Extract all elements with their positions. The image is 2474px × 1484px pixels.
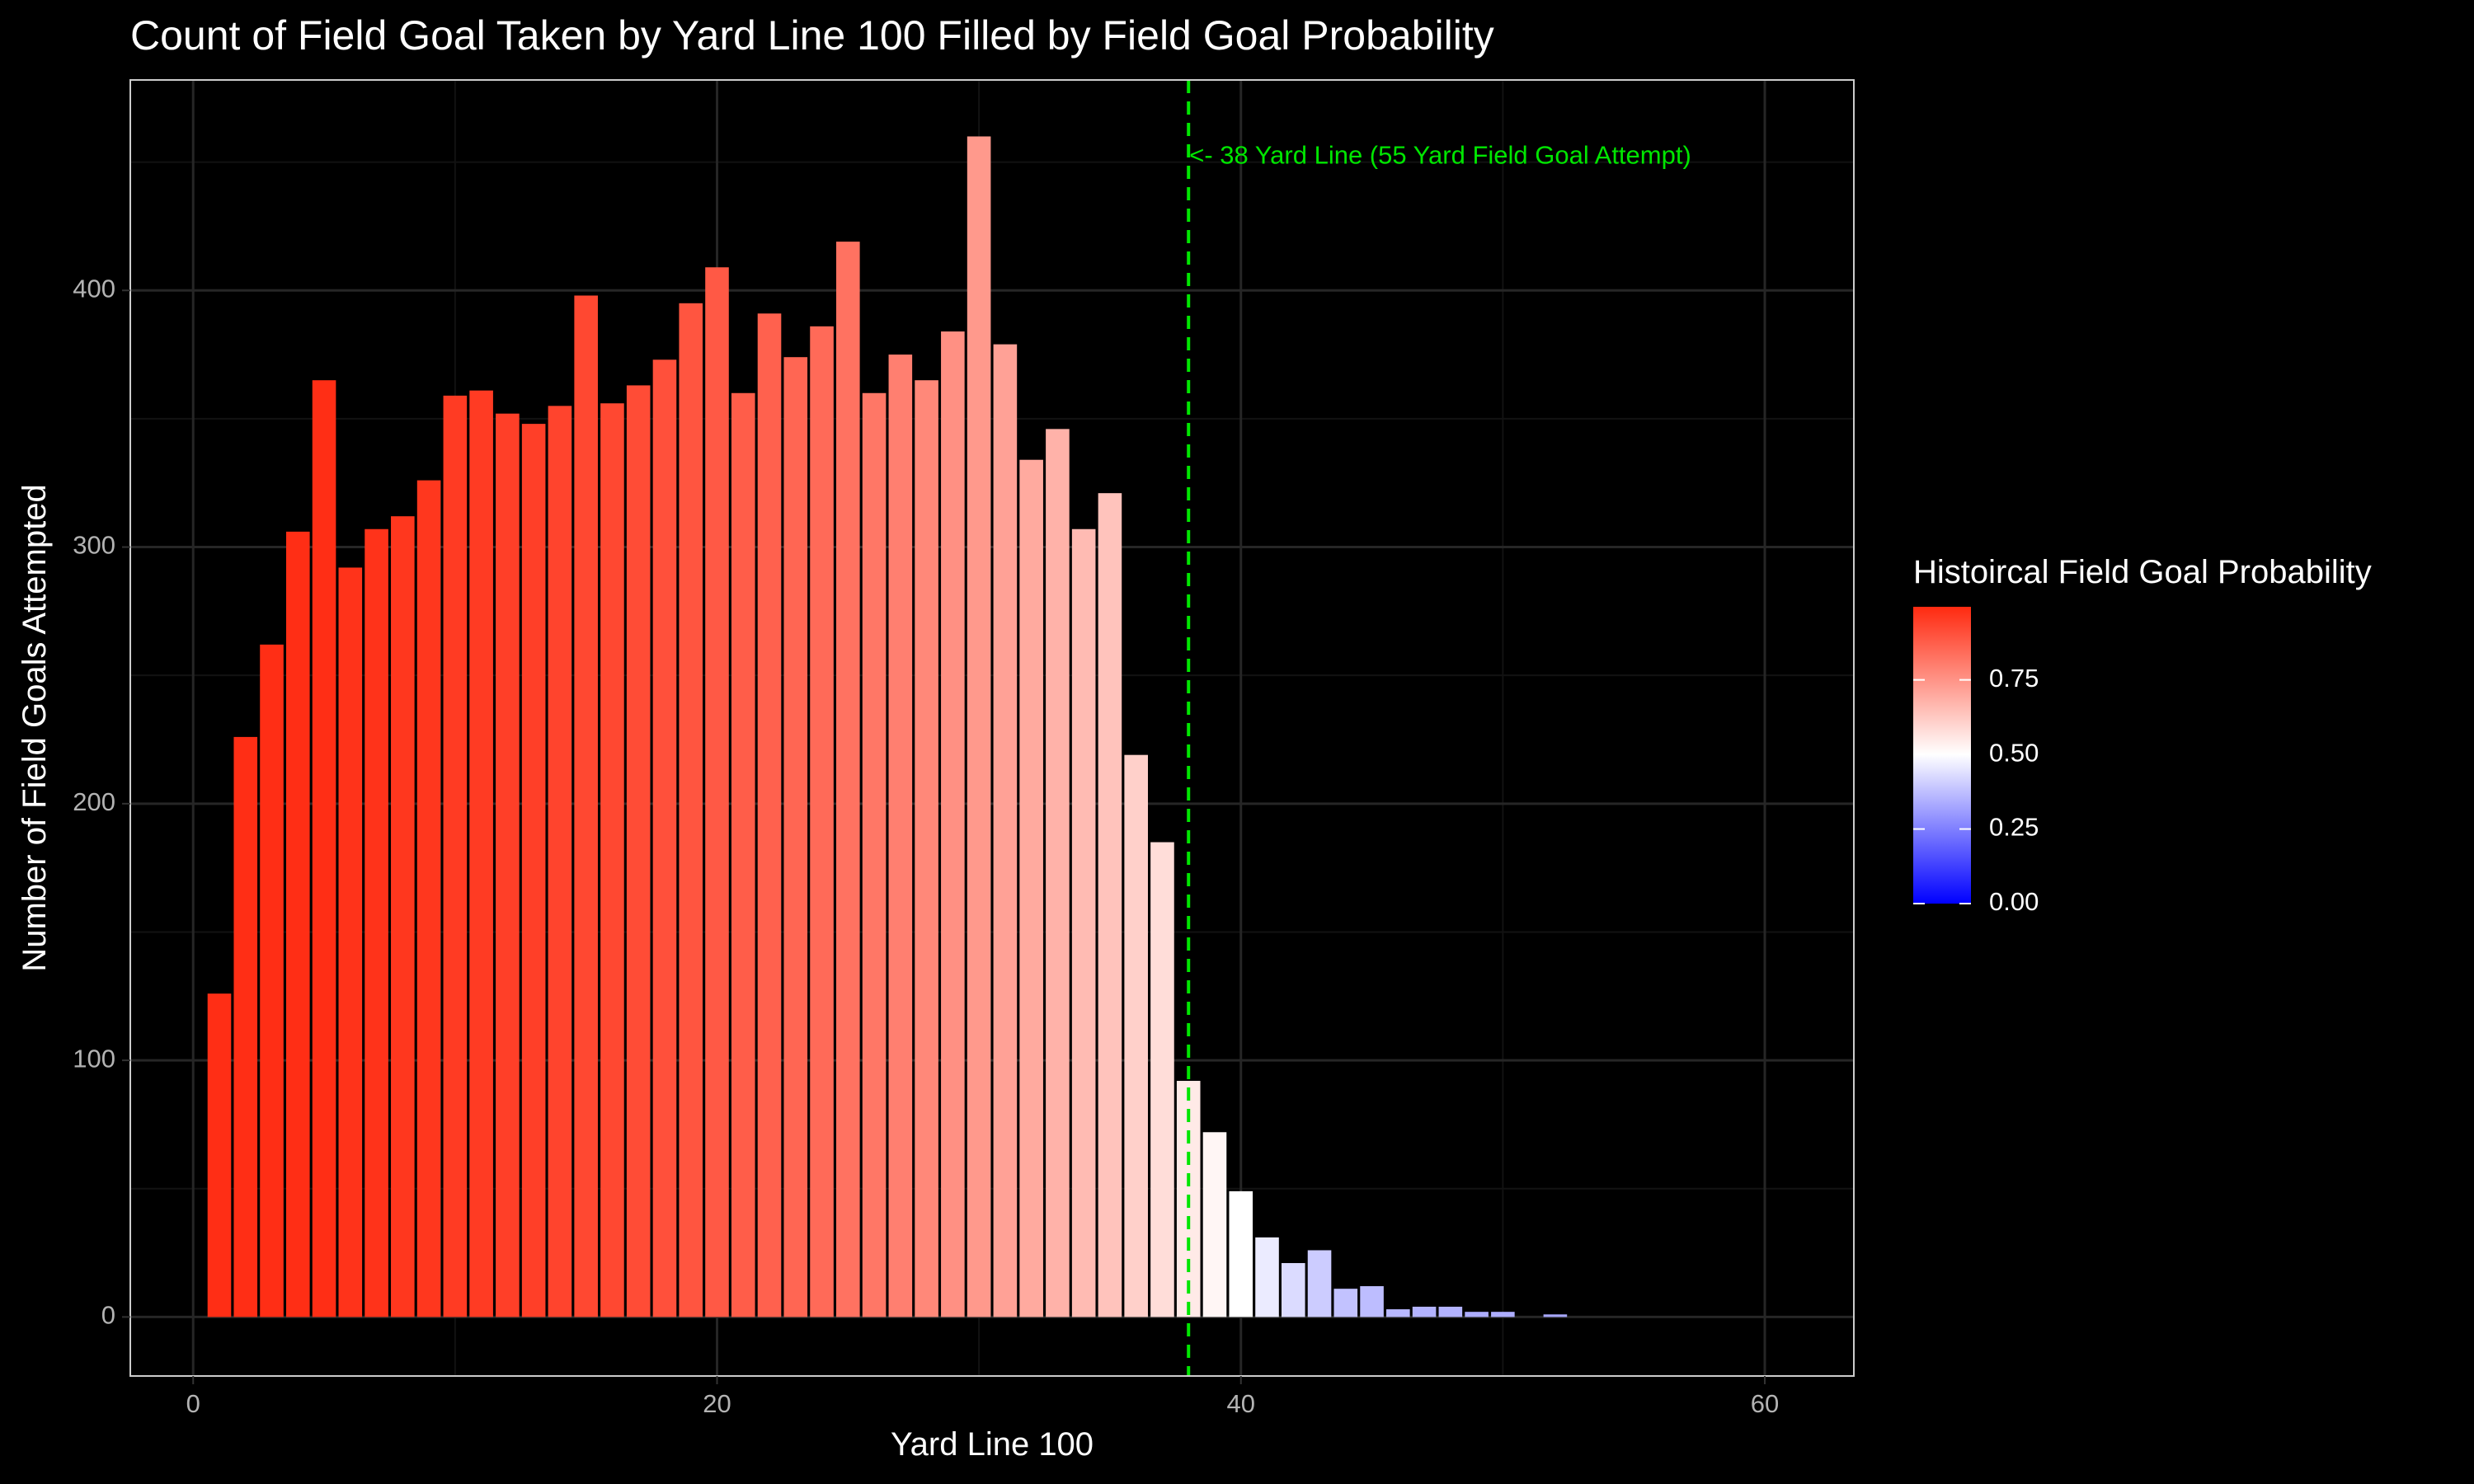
x-tick-label: 0 (186, 1389, 200, 1418)
bar-yard-50 (1491, 1312, 1515, 1317)
bar-yard-7 (365, 528, 388, 1317)
bar-yard-27 (888, 355, 913, 1317)
bar-yard-22 (757, 313, 782, 1317)
legend-tick-label: 0.25 (1989, 813, 2039, 842)
bar-yard-43 (1307, 1250, 1332, 1317)
bar-yard-15 (574, 295, 598, 1317)
bar-yard-41 (1255, 1237, 1279, 1317)
bar-yard-36 (1124, 754, 1148, 1317)
bar-yard-26 (862, 392, 887, 1317)
bar-yard-46 (1386, 1309, 1410, 1317)
bar-yard-13 (521, 424, 546, 1317)
bar-yard-20 (705, 267, 729, 1317)
x-tick-label: 40 (1227, 1389, 1255, 1418)
bar-yard-37 (1150, 842, 1174, 1317)
legend-tick-label: 0.50 (1989, 738, 2039, 767)
x-tick-label: 60 (1751, 1389, 1779, 1418)
bar-yard-31 (993, 344, 1018, 1317)
bar-yard-29 (941, 331, 965, 1317)
x-tick-label: 20 (703, 1389, 731, 1418)
bar-yard-39 (1202, 1132, 1227, 1317)
gridlines (130, 80, 1854, 1376)
bar-yard-30 (967, 136, 991, 1317)
y-axis: 0 100 200 300 400 (73, 274, 130, 1330)
panel-border (129, 79, 1855, 1377)
bar-yard-42 (1281, 1263, 1305, 1317)
bar-yard-16 (600, 403, 624, 1317)
bar-yard-47 (1412, 1306, 1437, 1317)
bar-yard-21 (731, 392, 755, 1317)
bar-yard-32 (1019, 459, 1043, 1317)
bar-yard-5 (312, 380, 336, 1317)
bar-yard-34 (1071, 528, 1096, 1317)
bar-yard-18 (652, 359, 677, 1317)
y-tick-label: 300 (73, 531, 115, 560)
legend: Histoircal Field Goal Probability 0.750.… (1913, 554, 2372, 916)
bar-yard-44 (1333, 1289, 1358, 1317)
x-axis-label: Yard Line 100 (891, 1426, 1094, 1463)
y-tick-label: 400 (73, 274, 115, 303)
y-axis-label: Number of Field Goals Attempted (16, 484, 53, 971)
bar-yard-12 (496, 413, 520, 1317)
bar-yard-25 (836, 242, 860, 1317)
bar-yard-3 (260, 644, 284, 1317)
bar-yard-23 (783, 357, 808, 1317)
bar-yard-45 (1360, 1286, 1384, 1317)
reference-line-group: <- 38 Yard Line (55 Yard Field Goal Atte… (1187, 80, 1691, 1376)
y-tick-label: 200 (73, 787, 115, 816)
bars (207, 136, 1568, 1317)
bar-yard-52 (1543, 1314, 1568, 1317)
bar-yard-17 (626, 385, 651, 1317)
bar-yard-11 (469, 390, 493, 1317)
reference-line-annotation: <- 38 Yard Line (55 Yard Field Goal Atte… (1189, 141, 1691, 170)
bar-yard-48 (1438, 1306, 1463, 1317)
y-tick-label: 0 (101, 1301, 115, 1330)
bar-yard-2 (233, 736, 258, 1317)
bar-yard-33 (1046, 429, 1070, 1317)
bar-yard-9 (416, 480, 441, 1317)
bar-yard-8 (391, 516, 415, 1317)
bar-yard-10 (443, 395, 468, 1317)
bar-yard-40 (1229, 1190, 1253, 1317)
legend-title: Histoircal Field Goal Probability (1913, 554, 2372, 590)
bar-yard-24 (810, 326, 834, 1317)
bar-yard-19 (679, 303, 703, 1317)
bar-yard-49 (1465, 1312, 1489, 1317)
y-tick-label: 100 (73, 1044, 115, 1073)
legend-ticks: 0.75 0.50 0.25 0.00 (1913, 664, 2039, 916)
legend-tick-label: 0.75 (1989, 664, 2039, 693)
legend-tick-label: 0.00 (1989, 887, 2039, 916)
bar-yard-4 (285, 531, 310, 1317)
bar-yard-28 (915, 380, 938, 1317)
bar-yard-14 (548, 406, 572, 1317)
bar-yard-6 (338, 567, 363, 1317)
x-axis: 0 20 40 60 (186, 1376, 1779, 1418)
bar-yard-1 (207, 993, 232, 1317)
bar-yard-35 (1098, 493, 1122, 1317)
chart-title: Count of Field Goal Taken by Yard Line 1… (130, 12, 1494, 59)
